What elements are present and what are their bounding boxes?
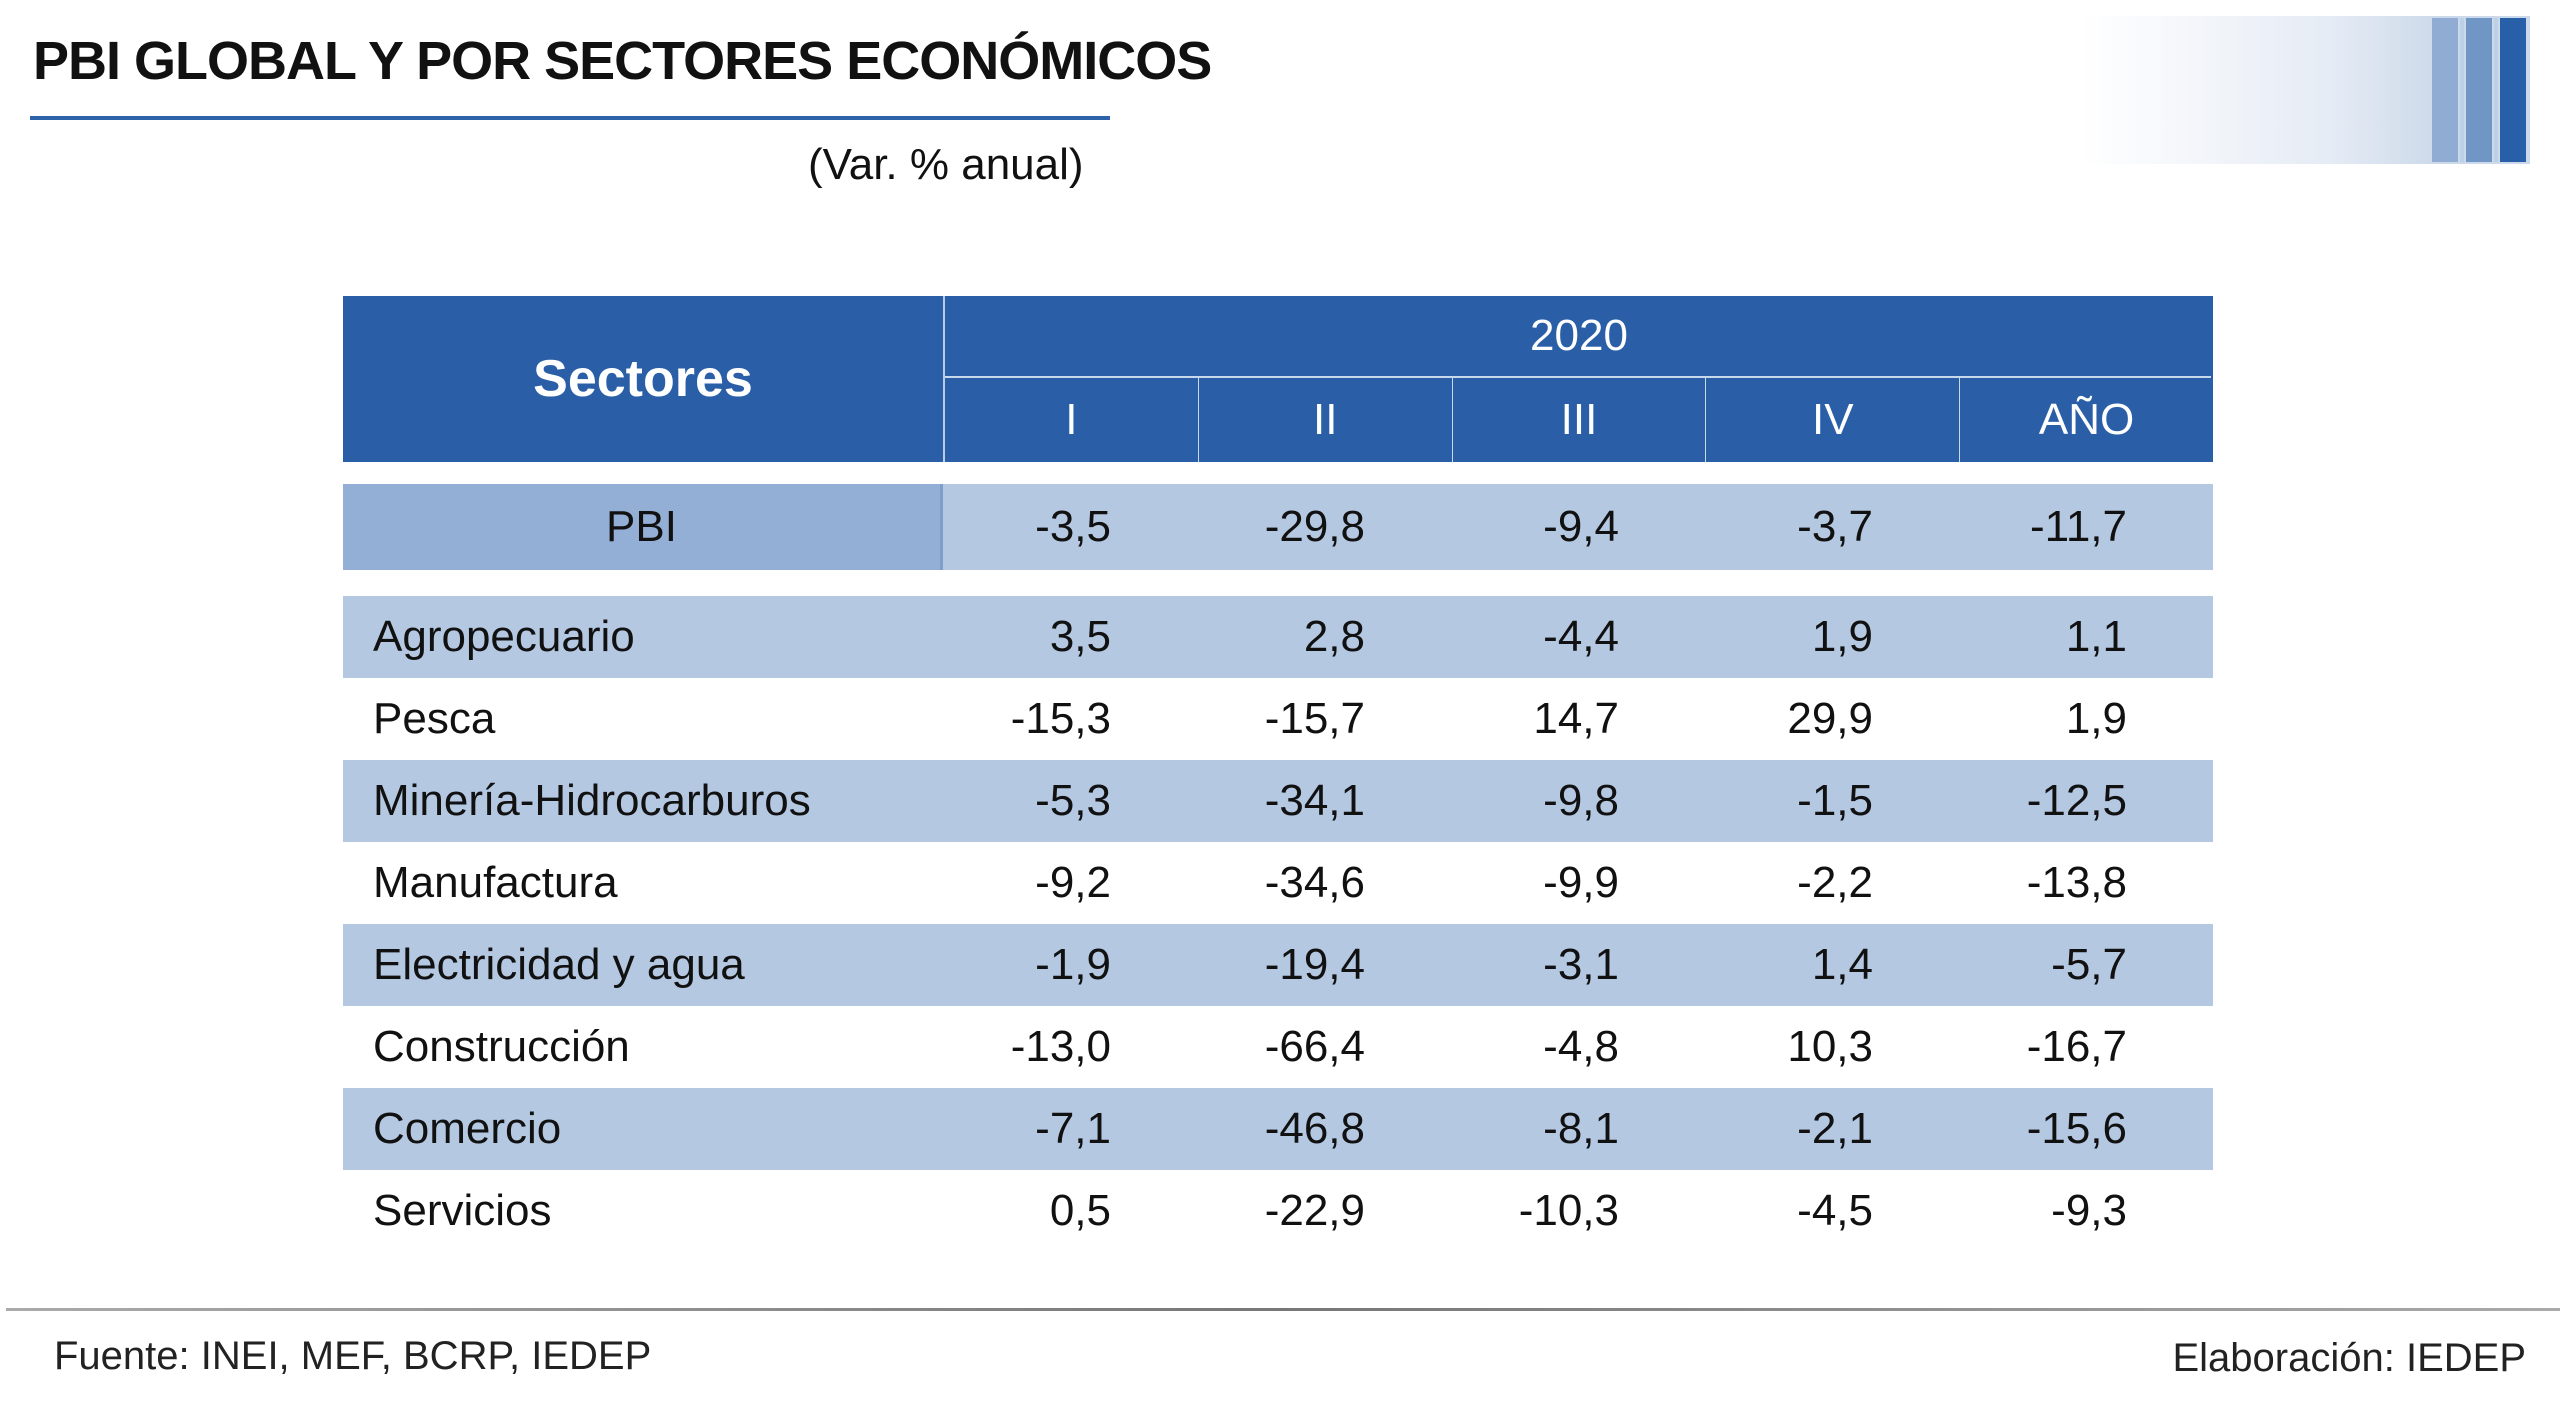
header-divider — [945, 376, 2211, 378]
row-label: Comercio — [373, 1104, 562, 1153]
cell-value: -3,5 — [1035, 502, 1111, 551]
footer-divider — [6, 1308, 2560, 1311]
decorative-stripe — [2494, 18, 2498, 162]
decorative-stripe — [2460, 18, 2464, 162]
column-header-year: 2020 — [1530, 311, 1628, 360]
decorative-stripe — [2500, 18, 2526, 162]
row-label: Electricidad y agua — [373, 940, 745, 989]
row-label: Agropecuario — [373, 612, 635, 661]
cell-value: -15,3 — [1010, 694, 1111, 743]
cell-value: -13,0 — [1010, 1022, 1111, 1071]
units-subtitle: (Var. % anual) — [808, 140, 1084, 189]
cell-value: -10,3 — [1518, 1186, 1619, 1235]
cell-value: 29,9 — [1787, 694, 1873, 743]
cell-value: -9,8 — [1543, 776, 1619, 825]
cell-value: -8,1 — [1543, 1104, 1619, 1153]
cell-value: -9,3 — [2051, 1186, 2127, 1235]
table-row: Servicios 0,5 -22,9 -10,3 -4,5 -9,3 — [343, 1170, 2213, 1252]
table-row: Manufactura -9,2 -34,6 -9,9 -2,2 -13,8 — [343, 842, 2213, 924]
source-note: Fuente: INEI, MEF, BCRP, IEDEP — [54, 1334, 652, 1378]
cell-value: -34,1 — [1264, 776, 1365, 825]
cell-value: -12,5 — [2026, 776, 2127, 825]
cell-value: 1,1 — [2065, 612, 2127, 661]
cell-value: -15,6 — [2026, 1104, 2127, 1153]
period-headers: I II III IV AÑO — [945, 378, 2213, 462]
cell-value: -11,7 — [2029, 502, 2127, 551]
cell-value: -13,8 — [2026, 858, 2127, 907]
row-label: Servicios — [373, 1186, 552, 1235]
column-header-q3: III — [1451, 378, 1706, 462]
row-label: Construcción — [373, 1022, 630, 1071]
cell-value: 1,9 — [1811, 612, 1873, 661]
cell-value: -9,2 — [1035, 858, 1111, 907]
column-header-sectores: Sectores — [533, 350, 753, 408]
table-row: Pesca -15,3 -15,7 14,7 29,9 1,9 — [343, 678, 2213, 760]
cell-value: -2,1 — [1797, 1104, 1873, 1153]
cell-value: -34,6 — [1264, 858, 1365, 907]
cell-value: -3,1 — [1543, 940, 1619, 989]
cell-value: -1,9 — [1035, 940, 1111, 989]
table-row: Construcción -13,0 -66,4 -4,8 10,3 -16,7 — [343, 1006, 2213, 1088]
cell-value: -9,4 — [1543, 502, 1619, 551]
cell-value: -19,4 — [1264, 940, 1365, 989]
cell-value: -5,7 — [2051, 940, 2127, 989]
cell-value: 2,8 — [1303, 612, 1365, 661]
sector-gdp-table: Sectores 2020 I II III IV AÑO PBI -3,5 -… — [343, 296, 2213, 1252]
cell-value: 10,3 — [1787, 1022, 1873, 1071]
page-title: PBI GLOBAL Y POR SECTORES ECONÓMICOS — [33, 31, 1212, 91]
cell-value: -7,1 — [1035, 1104, 1111, 1153]
header-divider — [943, 296, 945, 462]
cell-value: -9,9 — [1543, 858, 1619, 907]
cell-value: -4,4 — [1543, 612, 1619, 661]
cell-value: -66,4 — [1264, 1022, 1365, 1071]
cell-value: -46,8 — [1264, 1104, 1365, 1153]
table-header: Sectores 2020 I II III IV AÑO — [343, 296, 2213, 462]
row-label: PBI — [343, 484, 943, 570]
cell-value: -2,2 — [1797, 858, 1873, 907]
cell-value: 3,5 — [1049, 612, 1111, 661]
row-label: Minería-Hidrocarburos — [373, 776, 811, 825]
cell-value: -29,8 — [1264, 502, 1365, 551]
row-label: Pesca — [373, 694, 496, 743]
column-header-year-total: AÑO — [1959, 378, 2213, 462]
column-header-q2: II — [1197, 378, 1452, 462]
table-row: Minería-Hidrocarburos -5,3 -34,1 -9,8 -1,5 -1… — [343, 760, 2213, 842]
decorative-banner — [2080, 16, 2530, 164]
cell-value: -3,7 — [1797, 502, 1873, 551]
table-row: Agropecuario 3,5 2,8 -4,4 1,9 1,1 — [343, 596, 2213, 678]
table-row: Electricidad y agua -1,9 -19,4 -3,1 1,4 -5,7 — [343, 924, 2213, 1006]
cell-value: -15,7 — [1264, 694, 1365, 743]
table-row-pbi: PBI -3,5 -29,8 -9,4 -3,7 -11,7 — [343, 484, 2213, 570]
cell-value: -4,8 — [1543, 1022, 1619, 1071]
cell-value: 1,4 — [1811, 940, 1873, 989]
cell-value: 0,5 — [1049, 1186, 1111, 1235]
cell-value: -5,3 — [1035, 776, 1111, 825]
cell-value: 14,7 — [1533, 694, 1619, 743]
cell-value: -1,5 — [1797, 776, 1873, 825]
decorative-stripe — [2432, 18, 2458, 162]
table-row: Comercio -7,1 -46,8 -8,1 -2,1 -15,6 — [343, 1088, 2213, 1170]
row-label: Manufactura — [373, 858, 618, 907]
title-underline — [30, 116, 1110, 120]
credit-note: Elaboración: IEDEP — [2172, 1336, 2526, 1380]
column-header-q1: I — [1065, 395, 1078, 444]
cell-value: 1,9 — [2065, 694, 2127, 743]
column-header-q4: IV — [1705, 378, 1959, 462]
cell-value: -16,7 — [2026, 1022, 2127, 1071]
cell-value: -22,9 — [1264, 1186, 1365, 1235]
cell-value: -4,5 — [1797, 1186, 1873, 1235]
decorative-stripe — [2466, 18, 2492, 162]
